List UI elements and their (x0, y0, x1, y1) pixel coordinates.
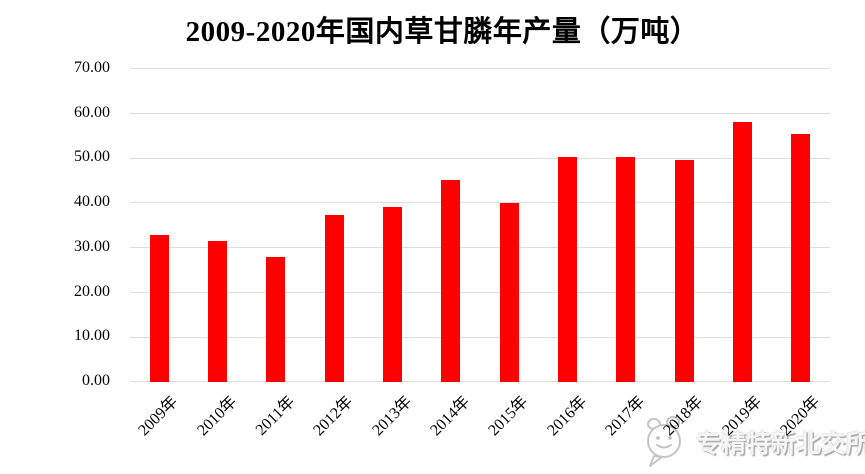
y-tick-label: 30.00 (74, 237, 110, 255)
x-tick-label: 2010年 (193, 393, 240, 440)
x-tick-label: 2011年 (252, 393, 299, 439)
gridline (130, 336, 830, 338)
x-tick-label: 2017年 (602, 393, 649, 440)
gridline (130, 291, 830, 293)
x-tick-label: 2016年 (543, 393, 590, 440)
y-tick-label: 70.00 (74, 59, 110, 76)
chart-title: 2009-2020年国内草甘膦年产量（万吨） (185, 16, 700, 48)
bar-2019年 (733, 121, 752, 382)
bar-2017年 (616, 156, 636, 382)
bar-2009年 (149, 234, 169, 382)
x-tick-label: 2012年 (310, 393, 357, 440)
x-tick-label: 2009年 (135, 393, 182, 440)
watermark-text: 专精特新北交所 (696, 431, 865, 458)
wechat-emoji-face-icon (647, 416, 681, 467)
y-tick-label: 20.00 (74, 282, 110, 300)
bar-2020年 (791, 134, 811, 382)
y-tick-label: 0.00 (82, 372, 110, 389)
x-tick-label: 2014年 (427, 393, 474, 440)
watermark: 专精特新北交所 (640, 416, 865, 468)
bar-2016年 (558, 156, 577, 382)
gridline (130, 157, 830, 159)
bar-2010年 (208, 240, 227, 382)
gridline (130, 112, 830, 114)
bar-2012年 (324, 214, 344, 382)
y-tick-label: 10.00 (74, 327, 110, 345)
y-tick-label: 50.00 (74, 148, 110, 166)
y-tick-label: 40.00 (74, 193, 110, 211)
bar-2015年 (499, 202, 519, 382)
bar-2013年 (383, 207, 402, 382)
bar-2014年 (441, 179, 461, 382)
x-tick-label: 2013年 (368, 393, 415, 440)
plot-area (130, 68, 830, 383)
gridline (130, 68, 830, 70)
gridline (130, 381, 830, 383)
bar-2018年 (674, 159, 694, 382)
gridline (130, 202, 830, 204)
gridline (130, 247, 830, 249)
bar-2011年 (266, 256, 286, 382)
y-tick-label: 60.00 (74, 103, 110, 121)
x-tick-label: 2015年 (485, 393, 532, 440)
